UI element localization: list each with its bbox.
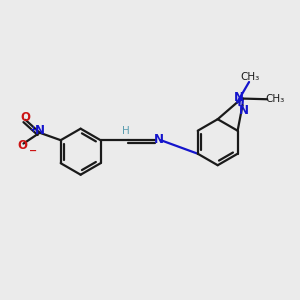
Text: H: H: [122, 126, 130, 136]
Text: N: N: [234, 91, 244, 104]
Text: N: N: [154, 133, 164, 146]
Text: CH₃: CH₃: [240, 72, 259, 82]
Text: O: O: [18, 139, 28, 152]
Text: N: N: [239, 104, 249, 117]
Text: CH₃: CH₃: [266, 94, 285, 104]
Text: −: −: [29, 146, 37, 156]
Text: N: N: [35, 124, 45, 137]
Text: O: O: [20, 111, 31, 124]
Text: +: +: [29, 125, 36, 134]
